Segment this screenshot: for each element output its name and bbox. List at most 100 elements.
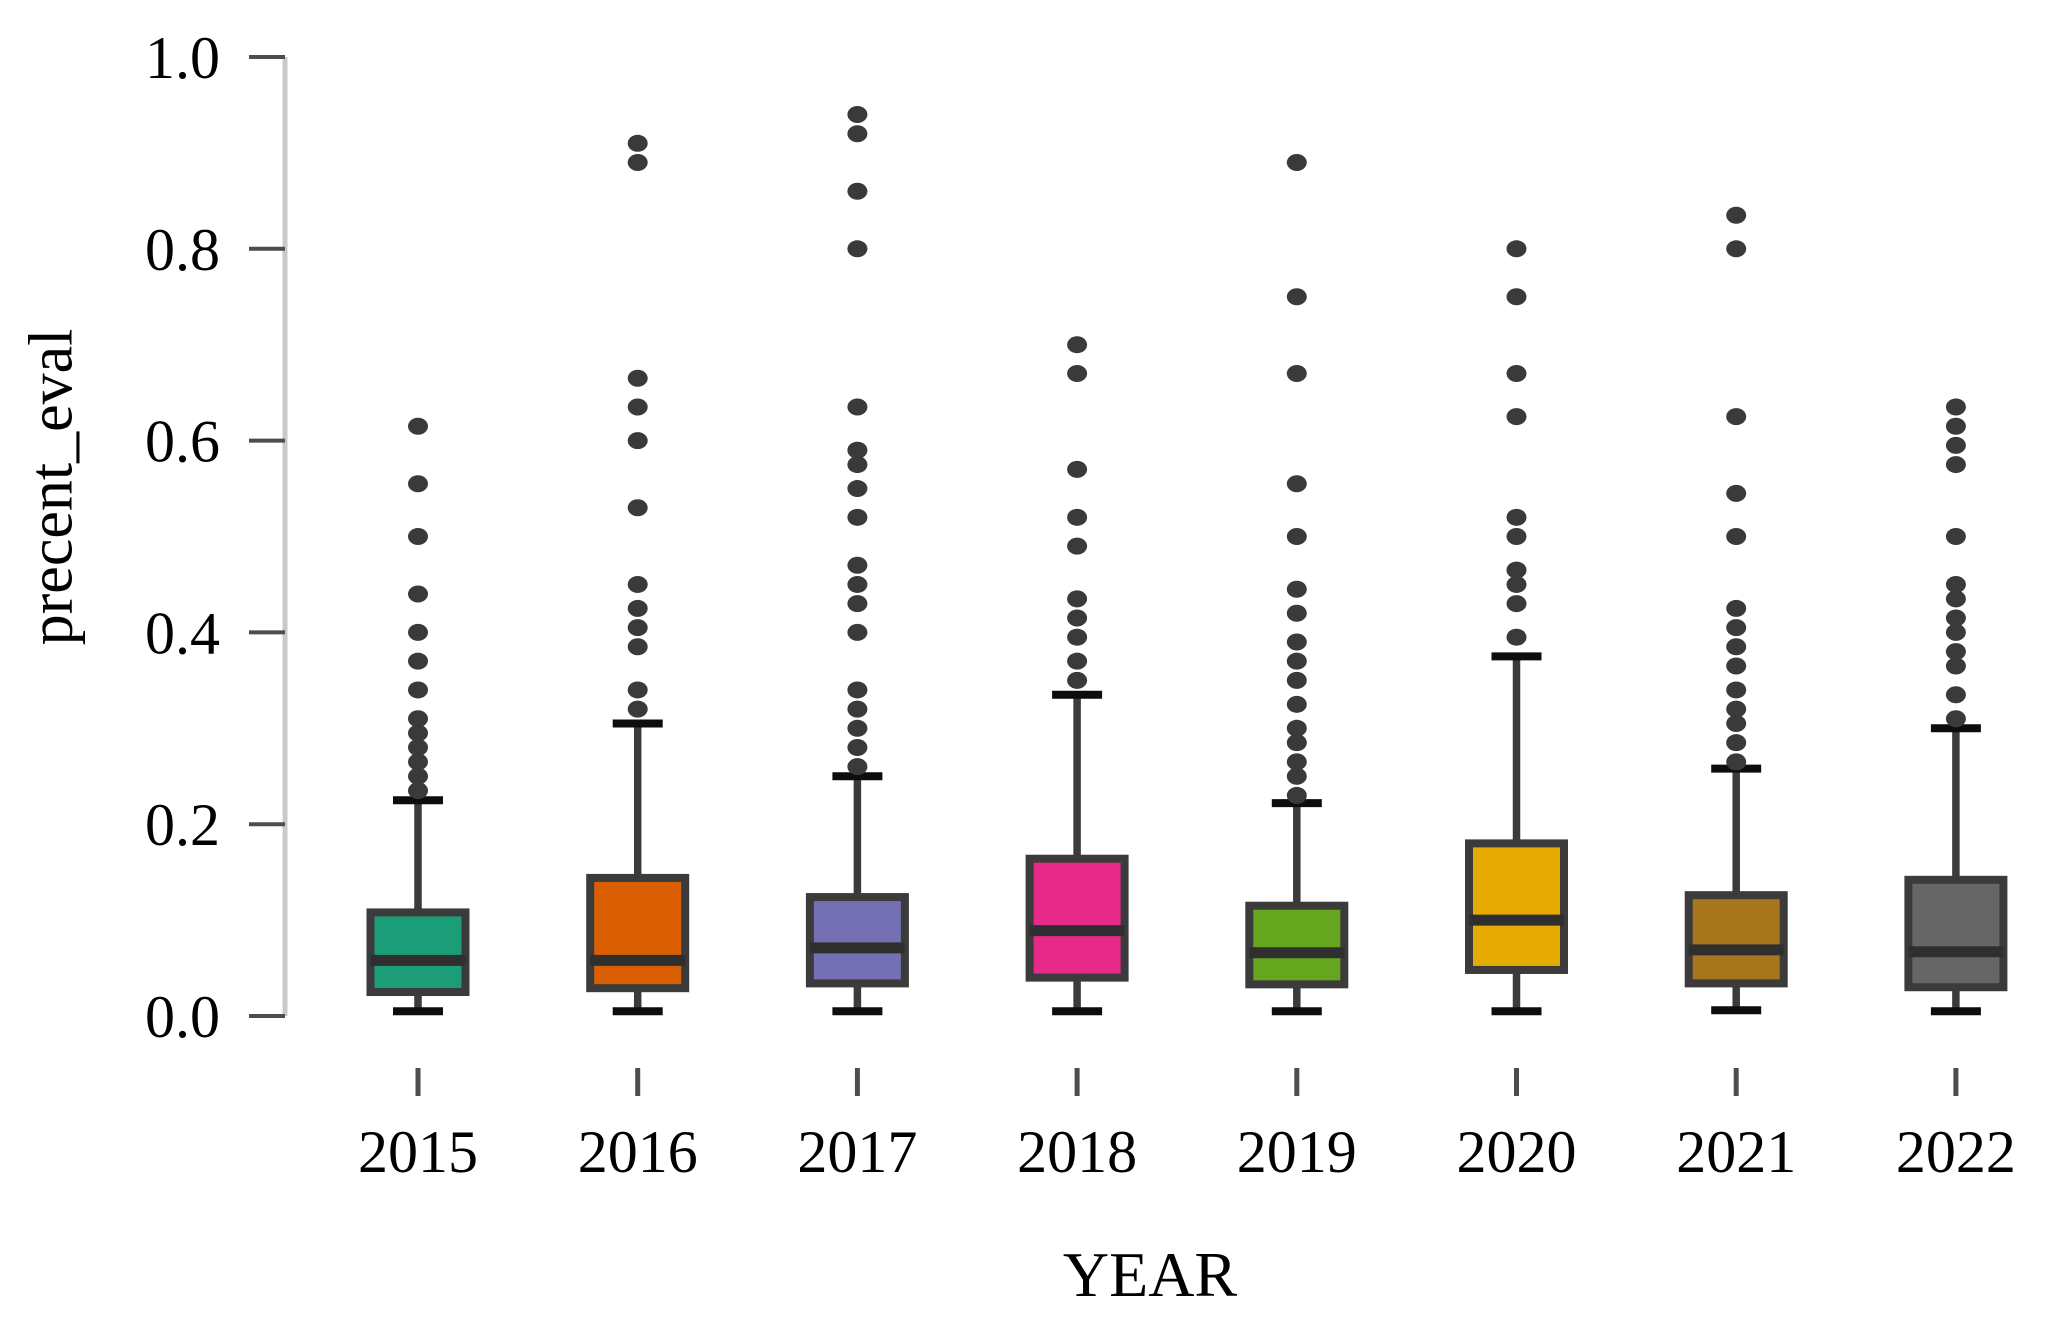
outlier-dot-2018 bbox=[1067, 628, 1088, 646]
outlier-dot-2015 bbox=[408, 753, 428, 771]
x-tick-label-2018: 2018 bbox=[1017, 1119, 1137, 1185]
outlier-dot-2015 bbox=[408, 738, 428, 756]
outlier-dot-2018 bbox=[1067, 460, 1088, 478]
outlier-dot-2021 bbox=[1726, 484, 1747, 502]
outlier-dot-2022 bbox=[1945, 686, 1966, 704]
outlier-dot-2018 bbox=[1067, 364, 1088, 382]
x-tick-label-2022: 2022 bbox=[1896, 1119, 2016, 1185]
outlier-dot-2015 bbox=[408, 623, 428, 641]
outlier-dot-2019 bbox=[1286, 153, 1307, 171]
outlier-dot-2017 bbox=[847, 398, 868, 416]
outlier-dot-2016 bbox=[627, 398, 648, 416]
outlier-dot-2016 bbox=[627, 153, 648, 171]
x-tick-label-2016: 2016 bbox=[578, 1119, 698, 1185]
box-2019 bbox=[1245, 901, 1349, 989]
outlier-dot-2017 bbox=[847, 456, 868, 474]
outlier-dot-2018 bbox=[1067, 609, 1088, 627]
outlier-dot-2015 bbox=[408, 475, 428, 493]
outlier-dot-2017 bbox=[847, 595, 868, 613]
outlier-dot-2015 bbox=[408, 652, 428, 670]
outlier-dot-2022 bbox=[1945, 623, 1966, 641]
outlier-dot-2015 bbox=[408, 782, 428, 800]
outlier-dot-2019 bbox=[1286, 288, 1307, 306]
outlier-dot-2017 bbox=[847, 556, 868, 574]
outlier-dot-2015 bbox=[408, 767, 428, 785]
x-tick-label-2015: 2015 bbox=[358, 1119, 478, 1185]
outlier-dot-2015 bbox=[408, 585, 428, 603]
outlier-dot-2018 bbox=[1067, 671, 1088, 689]
y-tick-label: 0.6 bbox=[145, 409, 220, 475]
box-2017 bbox=[805, 893, 909, 988]
outlier-dot-2017 bbox=[847, 681, 868, 699]
y-tick-label: 0.2 bbox=[145, 792, 220, 858]
outlier-dot-2015 bbox=[408, 681, 428, 699]
outlier-dot-2017 bbox=[847, 480, 868, 498]
box-2020 bbox=[1465, 839, 1568, 974]
box-2021 bbox=[1684, 891, 1788, 988]
outlier-dot-2022 bbox=[1945, 590, 1966, 608]
outlier-dot-2016 bbox=[627, 432, 648, 450]
outlier-dot-2021 bbox=[1726, 734, 1747, 752]
box-2015 bbox=[366, 908, 470, 997]
outlier-dot-2022 bbox=[1945, 398, 1966, 416]
outlier-dot-2016 bbox=[627, 681, 648, 699]
outlier-dot-2017 bbox=[847, 758, 868, 776]
outlier-dot-2019 bbox=[1286, 528, 1307, 545]
outlier-dot-2019 bbox=[1286, 580, 1307, 598]
outlier-dot-2022 bbox=[1945, 436, 1966, 454]
outlier-dot-2019 bbox=[1286, 786, 1307, 804]
outlier-dot-2022 bbox=[1945, 417, 1966, 435]
outlier-dot-2022 bbox=[1945, 528, 1966, 545]
outlier-dot-2019 bbox=[1286, 604, 1307, 622]
outlier-dot-2021 bbox=[1726, 240, 1747, 258]
x-tick-label-2020: 2020 bbox=[1457, 1119, 1577, 1185]
x-tick-label-2021: 2021 bbox=[1676, 1119, 1796, 1185]
box-2018 bbox=[1025, 854, 1129, 982]
outlier-dot-2022 bbox=[1945, 710, 1966, 728]
outlier-dot-2017 bbox=[847, 719, 868, 737]
outlier-dot-2017 bbox=[847, 738, 868, 756]
outlier-dot-2022 bbox=[1945, 657, 1966, 675]
outlier-dot-2017 bbox=[847, 575, 868, 593]
outlier-dot-2017 bbox=[847, 240, 868, 258]
x-axis-title: YEAR bbox=[1062, 1239, 1238, 1310]
outlier-dot-2021 bbox=[1726, 638, 1747, 656]
outlier-dot-2019 bbox=[1286, 719, 1307, 737]
outlier-dot-2020 bbox=[1506, 508, 1527, 526]
outlier-dot-2015 bbox=[408, 710, 428, 728]
outlier-dot-2020 bbox=[1506, 595, 1527, 613]
outlier-dot-2017 bbox=[847, 508, 868, 526]
outlier-dot-2021 bbox=[1726, 700, 1747, 718]
outlier-dot-2019 bbox=[1286, 734, 1307, 752]
outlier-dot-2022 bbox=[1945, 575, 1966, 593]
outlier-dot-2017 bbox=[847, 700, 868, 718]
outlier-dot-2015 bbox=[408, 724, 428, 742]
box-2016 bbox=[586, 873, 690, 993]
outlier-dot-2017 bbox=[847, 182, 868, 200]
outlier-dot-2019 bbox=[1286, 475, 1307, 493]
y-tick-label: 0.4 bbox=[145, 600, 220, 666]
y-tick-label: 0.8 bbox=[145, 217, 220, 283]
outlier-dot-2018 bbox=[1067, 652, 1088, 670]
outlier-dot-2015 bbox=[408, 528, 428, 545]
y-axis-title: precent_eval bbox=[17, 328, 86, 646]
outlier-dot-2015 bbox=[408, 417, 428, 435]
outlier-dot-2018 bbox=[1067, 537, 1088, 555]
outlier-dot-2020 bbox=[1506, 364, 1527, 382]
outlier-dot-2016 bbox=[627, 599, 648, 617]
outlier-dot-2021 bbox=[1726, 528, 1747, 545]
outlier-dot-2017 bbox=[847, 125, 868, 143]
outlier-dot-2019 bbox=[1286, 695, 1307, 713]
outlier-dot-2018 bbox=[1067, 590, 1088, 608]
outlier-dot-2020 bbox=[1506, 240, 1527, 258]
outlier-dot-2019 bbox=[1286, 633, 1307, 651]
outlier-dot-2020 bbox=[1506, 528, 1527, 545]
outlier-dot-2017 bbox=[847, 106, 868, 124]
outlier-dot-2020 bbox=[1506, 561, 1527, 579]
outlier-dot-2020 bbox=[1506, 628, 1527, 646]
outlier-dot-2016 bbox=[627, 619, 648, 637]
outlier-dot-2021 bbox=[1726, 206, 1747, 224]
box-2022 bbox=[1904, 875, 2008, 992]
outlier-dot-2016 bbox=[627, 134, 648, 152]
